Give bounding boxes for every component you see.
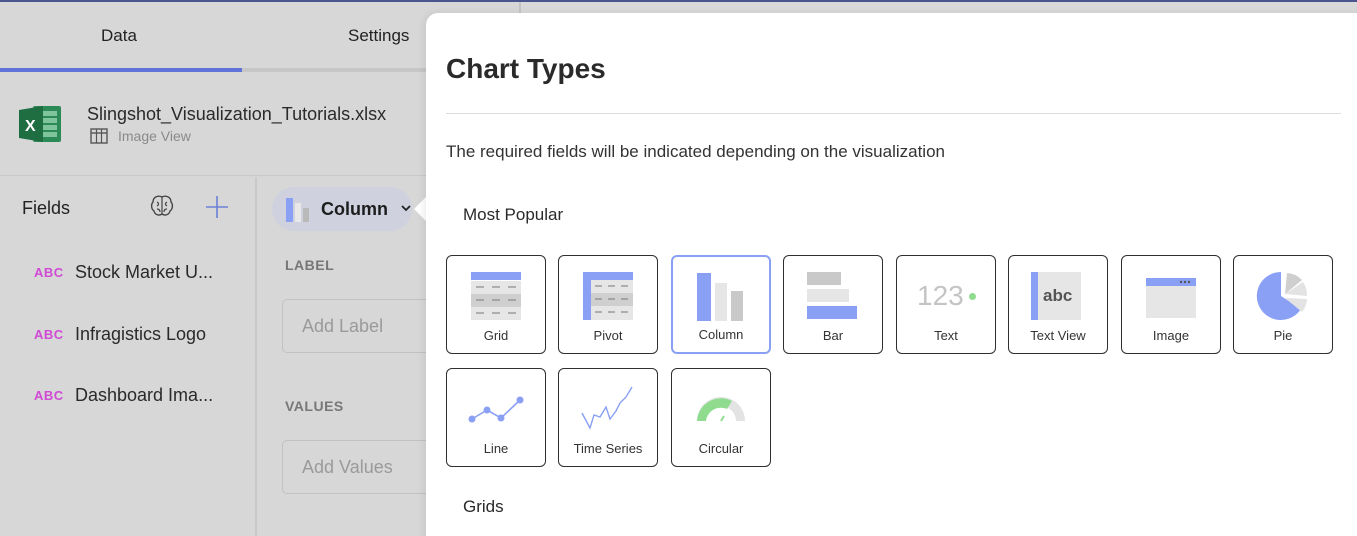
text-view-tile-glyph: abc <box>1043 286 1073 305</box>
tile-label: Text View <box>1030 328 1086 343</box>
group-title-most-popular: Most Popular <box>463 205 564 224</box>
popover-pointer <box>414 196 427 222</box>
chart-tile-grid[interactable]: Grid <box>446 255 546 354</box>
group-title-grids: Grids <box>463 497 504 516</box>
excel-icon: X <box>19 106 61 142</box>
pivot-chart-icon <box>583 272 633 320</box>
tile-label: Bar <box>822 328 844 343</box>
tile-label: Pivot <box>593 328 623 343</box>
time-series-chart-icon <box>581 386 633 430</box>
table-icon <box>90 128 108 144</box>
text-type-badge: ABC <box>34 264 64 280</box>
tile-label: Grid <box>483 328 509 343</box>
chart-tile-pivot[interactable]: Pivot <box>558 255 658 354</box>
field-name: Stock Market U... <box>75 261 214 282</box>
tab-settings[interactable]: Settings <box>348 26 410 45</box>
fields-list: Fields ABC Stock Market U... ABC Infragi… <box>0 177 257 536</box>
data-source-filename: Slingshot_Visualization_Tutorials.xlsx <box>87 104 387 124</box>
text-view-accent <box>1031 272 1038 320</box>
field-name: Dashboard Ima... <box>75 384 214 405</box>
chart-tile-column[interactable]: Column <box>671 255 771 354</box>
chevron-down-icon <box>401 205 411 212</box>
text-view-box: abc <box>1031 272 1081 320</box>
circular-gauge-icon <box>697 397 745 422</box>
dot-icon <box>969 293 976 300</box>
label-section-title: LABEL <box>285 257 335 273</box>
chart-tile-bar[interactable]: Bar <box>783 255 883 354</box>
tile-label: Column <box>698 327 744 342</box>
column-chart-icon <box>697 273 743 321</box>
chart-tile-image[interactable]: Image <box>1121 255 1221 354</box>
fields-title: Fields <box>22 198 71 218</box>
text-type-badge: ABC <box>34 326 64 342</box>
data-source-view: Image View <box>90 128 191 144</box>
chart-tile-text[interactable]: 123 Text <box>896 255 996 354</box>
tile-label: Time Series <box>573 441 643 456</box>
tab-data[interactable]: Data <box>101 26 137 45</box>
active-tab-indicator <box>0 68 242 72</box>
brain-icon[interactable] <box>149 193 175 219</box>
chart-tile-pie[interactable]: Pie <box>1233 255 1333 354</box>
grid-chart-icon <box>471 272 521 320</box>
field-item[interactable]: ABC Infragistics Logo <box>0 314 257 354</box>
chart-type-selector[interactable]: Column <box>272 187 412 231</box>
chart-tile-line[interactable]: Line <box>446 368 546 467</box>
chart-tile-time-series[interactable]: Time Series <box>558 368 658 467</box>
add-field-icon[interactable] <box>204 194 230 220</box>
chart-tile-circular[interactable]: Circular <box>671 368 771 467</box>
pie-chart-icon <box>1256 271 1308 320</box>
chart-types-panel: Chart Types The required fields will be … <box>426 13 1357 536</box>
tile-label: Circular <box>698 441 744 456</box>
visualization-editor: Column LABEL Add Label VALUES Add Values <box>258 177 520 536</box>
chart-tile-text-view[interactable]: abc Text View <box>1008 255 1108 354</box>
text-tile-glyph: 123 <box>917 280 964 311</box>
image-chart-icon <box>1146 278 1196 318</box>
column-chart-icon <box>286 198 309 222</box>
window-top-border <box>0 0 1357 2</box>
view-name: Image View <box>118 128 191 144</box>
tile-label: Line <box>483 441 509 456</box>
bar-chart-icon <box>807 272 857 319</box>
tile-label: Image <box>1152 328 1190 343</box>
panel-description: The required fields will be indicated de… <box>446 142 945 161</box>
editor-tabs: Data Settings <box>0 2 520 72</box>
tile-label: Text <box>934 328 958 343</box>
divider <box>446 113 1341 114</box>
field-item[interactable]: ABC Stock Market U... <box>0 252 257 292</box>
svg-text:X: X <box>25 118 36 135</box>
text-type-badge: ABC <box>34 387 64 403</box>
chart-type-label: Column <box>321 198 388 219</box>
field-item[interactable]: ABC Dashboard Ima... <box>0 375 257 415</box>
line-chart-icon <box>468 396 524 423</box>
panel-title: Chart Types <box>446 53 606 84</box>
tile-label: Pie <box>1273 328 1293 343</box>
field-name: Infragistics Logo <box>75 323 207 344</box>
values-section-title: VALUES <box>285 398 344 414</box>
data-source-header[interactable]: X Slingshot_Visualization_Tutorials.xlsx… <box>0 76 520 176</box>
